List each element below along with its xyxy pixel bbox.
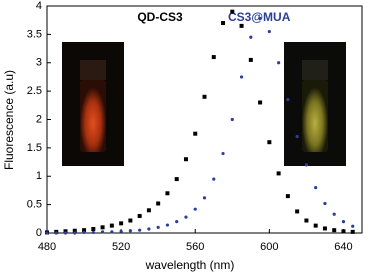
x-tick-label: 640	[334, 241, 352, 253]
marker	[267, 29, 271, 34]
marker	[332, 212, 336, 216]
marker	[230, 117, 234, 122]
y-tick-label: 1	[36, 170, 42, 182]
marker	[341, 229, 346, 234]
marker	[248, 57, 253, 62]
x-tick-label: 560	[186, 241, 204, 253]
x-tick-label: 480	[38, 241, 56, 253]
marker	[239, 23, 244, 28]
marker	[258, 16, 262, 21]
y-tick-label: 4	[36, 0, 42, 12]
marker	[286, 98, 290, 102]
marker	[82, 230, 86, 235]
marker	[63, 231, 68, 235]
y-tick-label: 2.5	[27, 85, 42, 97]
inset-photo-right	[284, 42, 346, 166]
marker	[351, 224, 355, 228]
marker	[100, 230, 105, 234]
marker	[119, 221, 124, 226]
marker	[156, 201, 161, 206]
marker	[193, 207, 197, 211]
marker	[202, 196, 207, 200]
marker	[72, 228, 77, 233]
y-tick-label: 3.5	[27, 28, 42, 40]
x-tick-label: 600	[260, 241, 278, 253]
marker	[304, 218, 309, 223]
marker	[322, 226, 327, 231]
marker	[314, 186, 318, 190]
inset-photo-left	[62, 42, 124, 166]
y-tick-label: 0	[36, 227, 42, 239]
marker	[175, 220, 179, 224]
marker	[313, 223, 318, 228]
marker	[285, 194, 290, 199]
marker	[147, 227, 151, 231]
marker	[304, 163, 309, 167]
y-tick-label: 1.5	[27, 142, 42, 154]
marker	[54, 231, 58, 235]
marker	[183, 157, 188, 162]
marker	[73, 231, 77, 235]
marker	[295, 134, 299, 139]
marker	[45, 231, 49, 235]
marker	[146, 208, 151, 213]
marker	[202, 94, 207, 99]
marker	[221, 21, 226, 26]
marker	[119, 229, 123, 233]
marker	[128, 229, 132, 233]
marker	[323, 201, 327, 206]
y-axis-label: Fluorescence (a.u)	[2, 70, 16, 170]
y-tick-label: 0.5	[27, 199, 42, 211]
marker	[137, 213, 142, 218]
marker	[295, 209, 300, 214]
marker	[341, 220, 346, 224]
y-tick-label: 3	[36, 57, 42, 69]
x-tick-label: 520	[112, 241, 130, 253]
marker	[100, 225, 105, 230]
marker	[184, 215, 188, 219]
marker	[249, 35, 253, 39]
marker	[156, 225, 160, 229]
marker	[174, 177, 179, 182]
marker	[193, 131, 198, 136]
marker	[128, 218, 133, 223]
marker	[109, 223, 114, 228]
marker	[91, 227, 96, 232]
marker	[165, 223, 170, 227]
marker	[91, 230, 95, 235]
marker	[276, 171, 281, 176]
marker	[110, 230, 114, 234]
y-tick-label: 2	[36, 113, 42, 125]
marker	[277, 61, 281, 65]
marker	[267, 140, 272, 145]
marker	[211, 55, 216, 60]
marker	[230, 9, 235, 14]
marker	[258, 100, 263, 105]
marker	[350, 229, 355, 234]
marker	[212, 177, 216, 181]
marker	[332, 228, 337, 233]
legend-label: QD-CS3	[137, 10, 183, 24]
marker	[63, 229, 68, 234]
marker	[165, 191, 170, 196]
x-axis-label: wavelength (nm)	[145, 258, 235, 272]
marker	[82, 228, 87, 233]
marker	[239, 75, 244, 79]
marker	[138, 228, 142, 232]
marker	[221, 151, 225, 156]
